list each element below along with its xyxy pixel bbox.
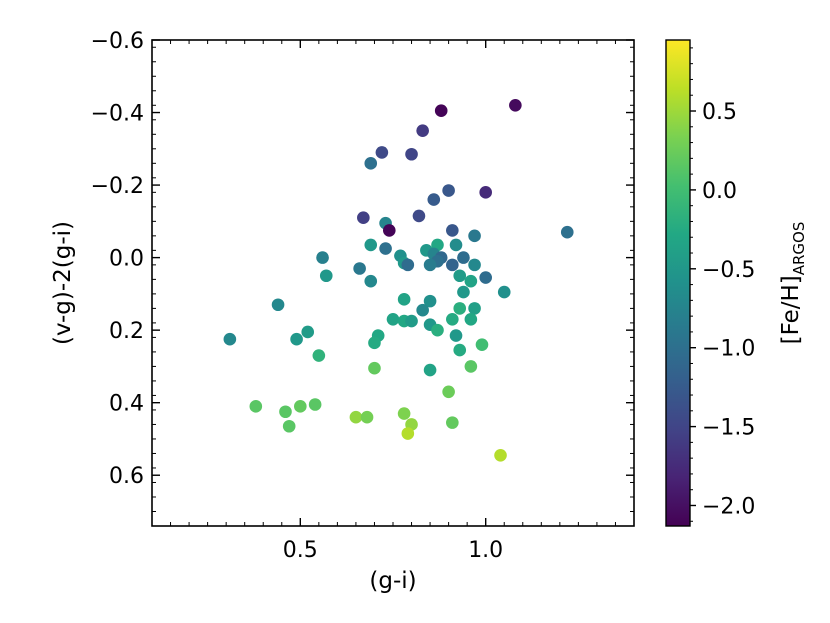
colorbar-tick-label: −2.0 bbox=[702, 494, 755, 519]
data-point bbox=[308, 398, 322, 411]
data-point bbox=[431, 323, 444, 337]
data-point bbox=[282, 419, 296, 433]
data-point bbox=[423, 363, 437, 377]
data-point bbox=[446, 258, 459, 272]
data-point bbox=[368, 336, 381, 350]
data-point bbox=[357, 211, 370, 225]
y-tick-label: −0.2 bbox=[91, 174, 144, 199]
data-point bbox=[386, 312, 400, 326]
data-point bbox=[449, 238, 463, 252]
data-point bbox=[364, 157, 378, 170]
data-point bbox=[316, 251, 329, 264]
data-point bbox=[249, 400, 263, 413]
data-point bbox=[405, 314, 418, 328]
data-point bbox=[416, 303, 429, 317]
data-point bbox=[319, 269, 333, 283]
y-tick-label: −0.6 bbox=[91, 29, 144, 54]
data-point bbox=[446, 224, 459, 237]
data-point bbox=[494, 448, 507, 462]
y-axis-label: (v-g)-2(g-i) bbox=[50, 221, 76, 345]
data-point bbox=[453, 343, 467, 357]
data-point bbox=[560, 225, 574, 239]
data-point bbox=[449, 329, 463, 342]
data-point bbox=[446, 312, 459, 326]
data-point bbox=[457, 251, 470, 264]
colorbar bbox=[665, 39, 691, 527]
colorbar-label: [Fe/H]ARGOS bbox=[778, 222, 808, 345]
data-point bbox=[468, 229, 481, 243]
data-point bbox=[464, 312, 478, 326]
x-axis-ticks: 0.5 1.0 bbox=[283, 40, 503, 563]
scatter-points bbox=[223, 98, 574, 462]
y-tick-label: 0.2 bbox=[109, 319, 144, 344]
x-tick-label: 1.0 bbox=[468, 538, 503, 563]
data-point bbox=[405, 147, 418, 161]
data-point bbox=[468, 302, 481, 315]
data-point bbox=[457, 285, 470, 299]
data-point bbox=[294, 400, 307, 413]
data-point bbox=[382, 224, 396, 237]
data-point bbox=[397, 407, 411, 420]
data-point bbox=[434, 104, 448, 118]
data-point bbox=[509, 98, 522, 112]
data-point bbox=[364, 274, 378, 288]
data-point bbox=[453, 269, 467, 283]
data-point bbox=[301, 325, 315, 339]
y-axis-ticks: −0.6 −0.4 −0.2 0.0 0.2 0.4 0.6 bbox=[91, 29, 634, 489]
data-point bbox=[464, 360, 478, 373]
plot-frame bbox=[151, 39, 635, 527]
y-tick-label: 0.6 bbox=[109, 464, 144, 489]
data-point bbox=[442, 385, 455, 399]
data-point bbox=[271, 298, 285, 312]
data-point bbox=[479, 271, 492, 284]
data-point bbox=[446, 416, 459, 429]
y-tick-label: 0.4 bbox=[109, 392, 144, 417]
data-point bbox=[375, 146, 389, 159]
data-point bbox=[223, 332, 237, 346]
data-point bbox=[423, 294, 437, 308]
data-point bbox=[360, 410, 374, 424]
data-point bbox=[427, 193, 441, 206]
data-point bbox=[364, 238, 378, 252]
colorbar-label-main: [Fe/H] bbox=[778, 275, 804, 344]
data-point bbox=[497, 285, 511, 299]
colorbar-label-sub: ARGOS bbox=[790, 222, 808, 276]
data-point bbox=[468, 258, 481, 272]
data-point bbox=[397, 293, 411, 306]
data-point bbox=[453, 302, 467, 315]
x-tick-label: 0.5 bbox=[283, 538, 318, 563]
data-point bbox=[349, 410, 363, 424]
colorbar-ticks: 0.5 0.0 −0.5 −1.0 −1.5 −2.0 bbox=[690, 47, 755, 522]
data-point bbox=[479, 186, 492, 199]
data-point bbox=[475, 338, 489, 351]
data-point bbox=[423, 258, 437, 272]
data-point bbox=[279, 405, 292, 419]
data-point bbox=[464, 274, 478, 288]
data-point bbox=[416, 124, 429, 137]
x-axis-label: (g-i) bbox=[369, 568, 416, 594]
colorbar-tick-label: −1.5 bbox=[702, 416, 755, 441]
data-point bbox=[442, 184, 455, 197]
data-point bbox=[312, 349, 326, 362]
minor-ticks bbox=[152, 40, 634, 526]
colorbar-tick-label: −0.5 bbox=[702, 258, 755, 283]
data-point bbox=[368, 361, 381, 375]
data-point bbox=[401, 258, 415, 272]
colorbar-tick-label: 0.0 bbox=[702, 179, 737, 204]
y-tick-label: 0.0 bbox=[109, 247, 144, 272]
data-point bbox=[290, 332, 303, 346]
colorbar-tick-label: 0.5 bbox=[702, 100, 737, 125]
data-point bbox=[401, 427, 415, 440]
data-point bbox=[353, 262, 366, 275]
y-tick-label: −0.4 bbox=[91, 102, 144, 127]
colorbar-tick-label: −1.0 bbox=[702, 337, 755, 362]
data-point bbox=[379, 242, 392, 255]
data-point bbox=[412, 209, 426, 223]
